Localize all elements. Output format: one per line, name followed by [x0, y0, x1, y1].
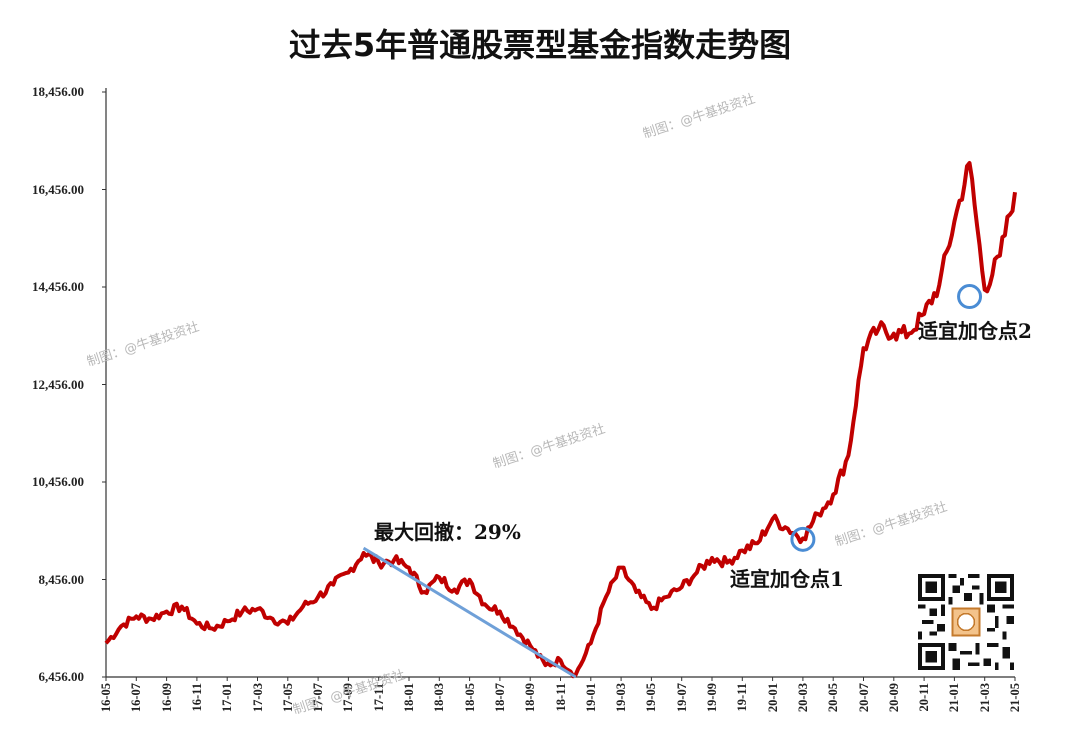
x-tick-label: 17-03: [250, 683, 265, 713]
y-tick-label: 6,456.00: [38, 669, 85, 684]
x-tick-label: 20-07: [856, 683, 871, 713]
x-tick-label: 16-11: [189, 683, 204, 712]
y-tick-label: 10,456.00: [32, 474, 84, 489]
x-tick-label: 16-09: [159, 683, 174, 713]
x-tick-label: 20-09: [886, 683, 901, 713]
x-tick-label: 18-01: [402, 683, 416, 713]
x-tick-label: 19-03: [614, 683, 629, 713]
x-tick-label: 20-11: [917, 683, 932, 712]
drawdown-annotation: 最大回撤：29%: [374, 520, 521, 544]
x-tick-label: 18-11: [553, 683, 568, 712]
chart-series: [104, 161, 1017, 679]
y-tick-label: 18,456.00: [32, 84, 84, 99]
x-tick-label: 18-03: [432, 683, 447, 713]
x-tick-label: 20-01: [765, 683, 780, 713]
qr-code-icon: [918, 574, 1014, 670]
x-tick-label: 21-03: [977, 683, 992, 713]
x-tick-label: 19-09: [705, 683, 719, 713]
x-tick-label: 20-05: [826, 683, 841, 713]
x-tick-label: 19-01: [583, 683, 598, 713]
add-position-marker: [957, 284, 983, 310]
x-tick-label: 21-01: [947, 683, 962, 713]
add-position-marker: [790, 526, 816, 552]
x-tick-label: 19-07: [674, 683, 689, 713]
x-tick-label: 16-07: [129, 683, 144, 713]
y-tick-label: 14,456.00: [32, 279, 84, 294]
x-tick-label: 17-01: [220, 683, 235, 713]
y-tick-label: 8,456.00: [38, 571, 85, 587]
x-tick-label: 21-05: [1008, 683, 1022, 713]
x-tick-label: 18-05: [462, 683, 477, 713]
chart-title: 过去5年普通股票型基金指数走势图: [288, 26, 792, 64]
x-tick-label: 16-05: [99, 683, 113, 713]
x-tick-label: 18-07: [492, 683, 507, 713]
y-tick-label: 16,456.00: [32, 181, 84, 197]
x-tick-label: 19-05: [644, 683, 659, 713]
x-tick-label: 18-09: [523, 683, 538, 713]
x-tick-label: 19-11: [735, 683, 750, 712]
add-point-1-label: 适宜加仓点1: [730, 567, 844, 591]
add-point-2-label: 适宜加仓点2: [918, 319, 1032, 343]
x-tick-label: 20-03: [795, 683, 810, 713]
series-line: [104, 161, 1017, 679]
y-tick-label: 12,456.00: [32, 376, 84, 392]
chart-markers: [790, 284, 983, 552]
drawdown-line: [362, 546, 577, 679]
chart-axes: [102, 88, 1016, 681]
